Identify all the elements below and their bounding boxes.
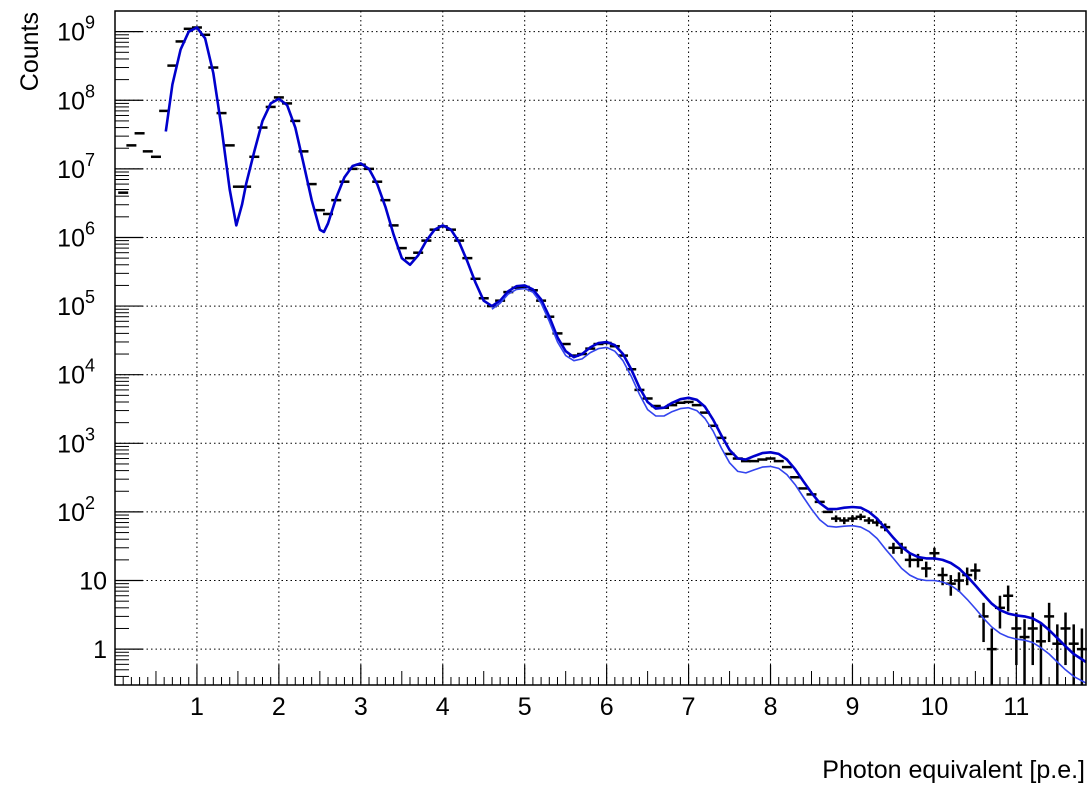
y-tick-label: 1	[93, 636, 107, 664]
y-tick-base: 10	[57, 19, 85, 47]
y-axis-title: Counts	[16, 12, 44, 91]
y-tick-base: 10	[57, 224, 85, 252]
y-tick-label: 102	[57, 493, 95, 527]
x-tick-label: 8	[764, 693, 778, 721]
y-tick-exponent: 4	[85, 356, 95, 376]
y-tick-base: 10	[57, 293, 85, 321]
y-tick-exponent: 7	[85, 150, 95, 170]
x-tick-label: 2	[272, 693, 286, 721]
x-axis-title: Photon equivalent [p.e.]	[822, 756, 1085, 784]
data-point	[839, 517, 850, 525]
data-point	[1052, 624, 1063, 685]
y-tick-label: 103	[57, 424, 95, 458]
y-tick-base: 10	[57, 499, 85, 527]
y-tick-base: 1	[93, 636, 107, 664]
y-tick-label: 10	[79, 568, 107, 596]
y-tick-label: 105	[57, 287, 95, 321]
x-tick-labels: 1 2 3 4 5 6 7 8 9 10 11	[190, 693, 1029, 721]
data-point	[1027, 612, 1038, 666]
x-tick-label: 7	[682, 693, 696, 721]
data-point	[1035, 622, 1046, 685]
y-tick-label: 109	[57, 13, 95, 47]
data-point	[1060, 612, 1071, 666]
y-tick-base: 10	[57, 156, 85, 184]
x-tick-label: 6	[600, 693, 614, 721]
x-tick-label: 5	[518, 693, 532, 721]
y-tick-label: 108	[57, 81, 95, 115]
data-point	[847, 515, 858, 523]
x-tick-label: 3	[354, 693, 368, 721]
x-tick-label: 4	[436, 693, 450, 721]
y-tick-label: 107	[57, 150, 95, 184]
x-tick-label: 9	[846, 693, 860, 721]
data-point	[921, 561, 932, 578]
y-tick-exponent: 5	[85, 287, 95, 307]
data-point	[1076, 628, 1087, 685]
data-point	[953, 572, 964, 592]
y-tick-base: 10	[57, 362, 85, 390]
fit-curve-lower	[491, 287, 1087, 684]
x-tick-label: 11	[1003, 693, 1029, 721]
data-point	[1019, 619, 1030, 685]
plot-frame	[114, 10, 1087, 686]
x-tick-label: 1	[190, 693, 204, 721]
data-point	[986, 628, 997, 685]
y-tick-exponent: 3	[85, 424, 95, 444]
y-tick-exponent: 2	[85, 493, 95, 513]
data-point	[970, 563, 981, 580]
y-tick-base: 10	[57, 430, 85, 458]
y-tick-base: 10	[57, 87, 85, 115]
y-tick-exponent: 6	[85, 218, 95, 238]
y-tick-base: 10	[79, 568, 107, 596]
y-tick-label: 104	[57, 356, 95, 390]
y-tick-label: 106	[57, 218, 95, 252]
x-tick-label: 10	[921, 693, 949, 721]
data-point	[863, 517, 874, 525]
data-point	[1003, 585, 1014, 612]
y-tick-exponent: 9	[85, 13, 95, 33]
fit-curve-upper	[164, 26, 1087, 664]
axis-ticks	[115, 31, 1083, 686]
data-series	[118, 26, 1087, 685]
y-tick-exponent: 8	[85, 81, 95, 101]
data-point	[1044, 602, 1055, 643]
data-point	[831, 515, 842, 523]
data-point	[978, 602, 989, 643]
data-point	[855, 513, 866, 521]
